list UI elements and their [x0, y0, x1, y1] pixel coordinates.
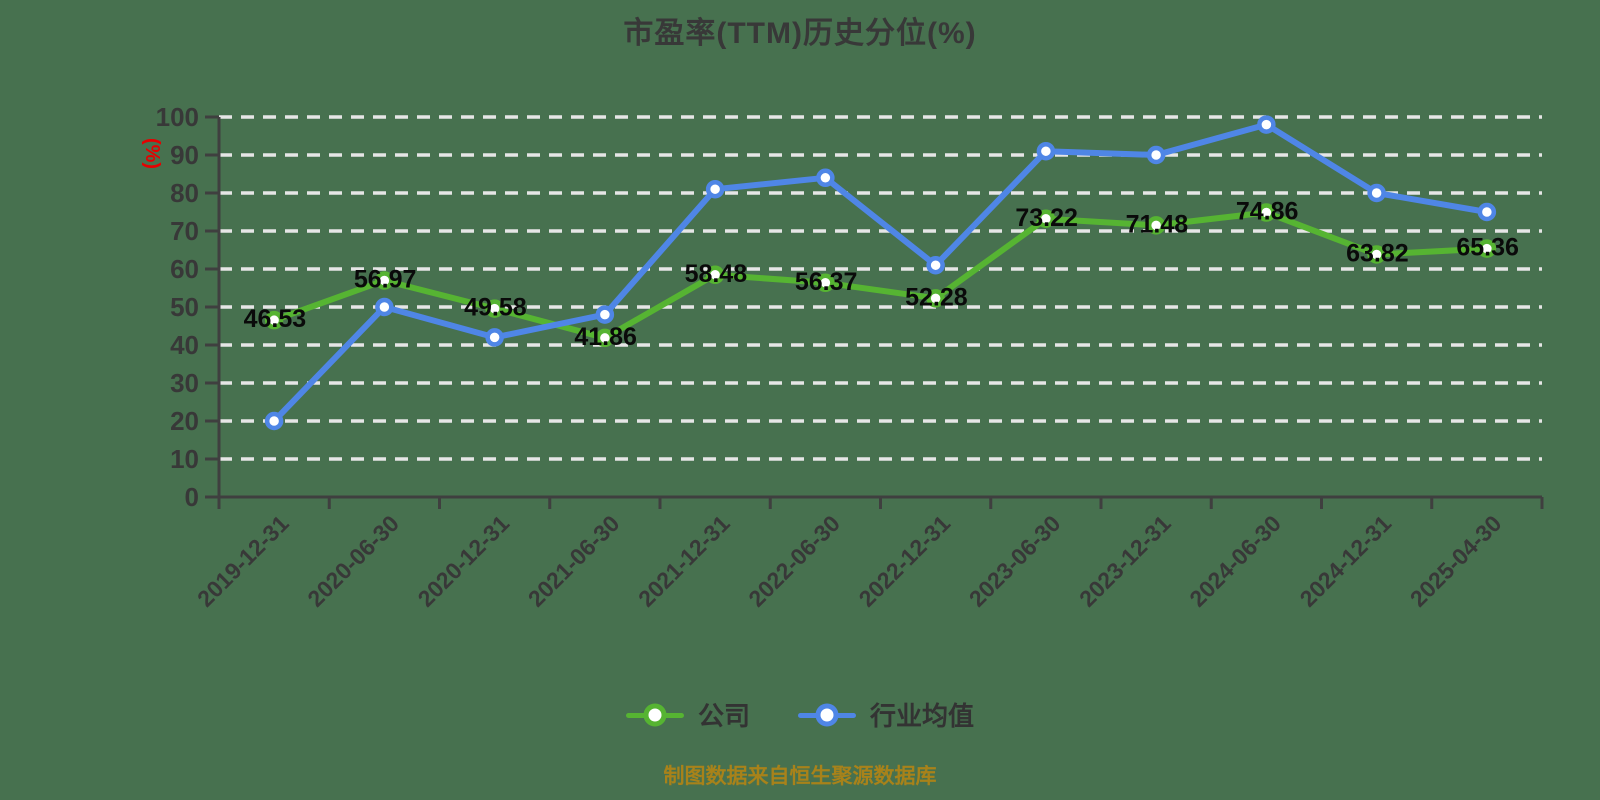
y-axis-tick-label: 0 [185, 482, 199, 512]
industry-data-point [375, 297, 394, 317]
x-axis-tick-label: 2023-06-30 [964, 510, 1066, 612]
company-line [271, 209, 1490, 341]
x-axis-tick-label: 2024-12-31 [1295, 510, 1397, 612]
y-axis-tick-label: 70 [170, 216, 199, 246]
industry-data-point [705, 179, 725, 199]
y-axis-tick-label: 40 [170, 330, 199, 360]
data-point-label: 52.28 [905, 283, 968, 311]
y-axis-tick-label: 10 [170, 444, 199, 474]
y-axis-tick-label: 90 [170, 140, 199, 170]
data-point-label: 71.48 [1126, 210, 1189, 238]
data-point-label: 63.82 [1346, 239, 1409, 267]
company-data-point [375, 271, 394, 290]
industry-data-point [595, 305, 615, 324]
company-data-point [1036, 209, 1056, 229]
x-axis-tick-label: 2021-12-31 [633, 510, 735, 612]
legend-item-industry: 行业均值 [798, 696, 974, 733]
company-data-point [485, 299, 504, 318]
company-data-point [595, 328, 615, 348]
x-axis-tick-label: 2022-06-30 [743, 510, 845, 612]
x-axis-tick-label: 2023-12-31 [1074, 510, 1176, 612]
company-series-marker-icon [625, 702, 684, 728]
industry-data-point [1146, 145, 1166, 165]
x-axis-tick-label: 2021-06-30 [523, 510, 625, 612]
chart-legend: 公司 行业均值 [0, 696, 1600, 733]
data-source-note: 制图数据来自恒生聚源数据库 [663, 765, 937, 788]
data-point-label: 74.86 [1236, 198, 1299, 226]
data-point-label: 49.58 [464, 294, 527, 322]
x-axis-tick-label: 2025-04-30 [1405, 510, 1507, 612]
data-point-label: 58.48 [685, 260, 748, 288]
industry-data-point [1036, 141, 1056, 161]
company-data-point [1477, 239, 1497, 258]
industry-data-point [1367, 183, 1386, 203]
y-axis-tick-label: 50 [170, 292, 199, 322]
data-point-label: 56.97 [354, 266, 417, 294]
x-axis-tick-label: 2019-12-31 [192, 510, 294, 612]
industry-data-point [816, 168, 835, 188]
industry-data-point [1477, 202, 1497, 222]
y-axis-tick-label: 20 [170, 406, 199, 436]
y-axis-tick-label: 60 [170, 254, 199, 284]
axis-line [217, 117, 1542, 499]
industry-data-point [264, 411, 284, 431]
industry-line [271, 121, 1490, 424]
data-point-label: 46.53 [244, 305, 307, 333]
company-data-point [926, 289, 945, 308]
y-axis-tick-label: 100 [156, 102, 199, 132]
company-data-point [705, 265, 725, 285]
industry-data-point [485, 328, 504, 347]
x-axis-tick-label: 2020-06-30 [302, 510, 404, 612]
y-axis-tick-label: 80 [170, 178, 199, 208]
x-axis-tick-label: 2024-06-30 [1184, 510, 1286, 612]
company-data-point [1367, 245, 1386, 264]
data-point-label: 41.86 [574, 323, 637, 351]
company-data-point [1146, 216, 1166, 235]
legend-item-company: 公司 [625, 696, 750, 733]
data-point-label: 56.37 [795, 268, 858, 296]
industry-data-point [1257, 115, 1276, 134]
industry-data-point [926, 255, 945, 275]
legend-label-industry: 行业均值 [870, 701, 975, 731]
legend-label-company: 公司 [697, 701, 750, 731]
company-data-point [1257, 203, 1276, 222]
x-axis-tick-label: 2022-12-31 [854, 510, 956, 612]
data-point-label: 65.36 [1456, 234, 1519, 262]
chart-title: 市盈率(TTM)历史分位(%) [623, 17, 977, 50]
line-plot-area: 0 10 20 30 40 50 60 70 80 90 100 2019-12-31 2020-06-… [156, 102, 1544, 612]
data-point-label: 73.22 [1015, 204, 1078, 232]
x-axis-tick-label: 2020-12-31 [413, 510, 515, 612]
y-axis-tick-label: 30 [170, 368, 199, 398]
company-data-point [264, 310, 284, 330]
company-data-point [816, 273, 835, 293]
industry-series-marker-icon [798, 702, 856, 728]
